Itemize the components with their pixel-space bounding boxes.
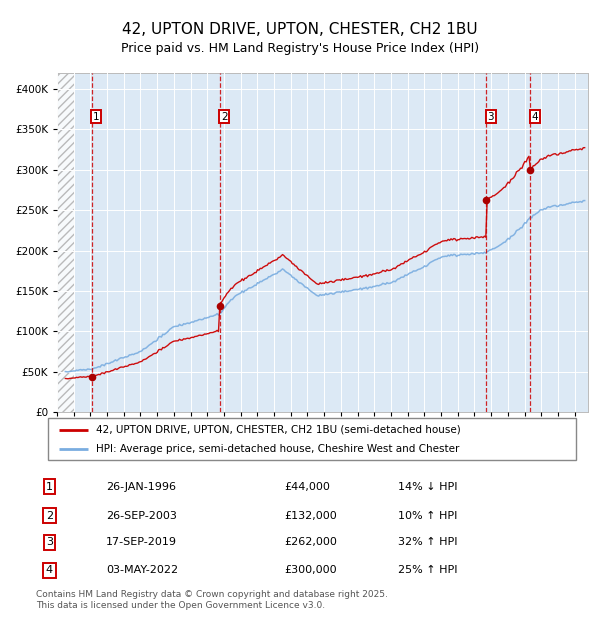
Text: 03-MAY-2022: 03-MAY-2022	[106, 565, 178, 575]
Text: 2: 2	[221, 112, 227, 122]
Text: 1: 1	[93, 112, 100, 122]
Text: 10% ↑ HPI: 10% ↑ HPI	[398, 511, 457, 521]
Text: £132,000: £132,000	[284, 511, 337, 521]
Text: £44,000: £44,000	[284, 482, 330, 492]
Bar	[57, 73, 74, 412]
Text: Price paid vs. HM Land Registry's House Price Index (HPI): Price paid vs. HM Land Registry's House …	[121, 42, 479, 55]
Text: 3: 3	[487, 112, 494, 122]
Text: £300,000: £300,000	[284, 565, 337, 575]
Text: 4: 4	[46, 565, 53, 575]
Text: 42, UPTON DRIVE, UPTON, CHESTER, CH2 1BU: 42, UPTON DRIVE, UPTON, CHESTER, CH2 1BU	[122, 22, 478, 37]
Text: 26-JAN-1996: 26-JAN-1996	[106, 482, 176, 492]
Text: £262,000: £262,000	[284, 538, 337, 547]
Text: 42, UPTON DRIVE, UPTON, CHESTER, CH2 1BU (semi-detached house): 42, UPTON DRIVE, UPTON, CHESTER, CH2 1BU…	[95, 425, 460, 435]
Text: 26-SEP-2003: 26-SEP-2003	[106, 511, 177, 521]
Text: 4: 4	[532, 112, 538, 122]
Text: 14% ↓ HPI: 14% ↓ HPI	[398, 482, 457, 492]
Text: 1: 1	[46, 482, 53, 492]
Text: 32% ↑ HPI: 32% ↑ HPI	[398, 538, 457, 547]
Text: 25% ↑ HPI: 25% ↑ HPI	[398, 565, 457, 575]
Text: 17-SEP-2019: 17-SEP-2019	[106, 538, 177, 547]
Text: HPI: Average price, semi-detached house, Cheshire West and Chester: HPI: Average price, semi-detached house,…	[95, 444, 459, 454]
Text: Contains HM Land Registry data © Crown copyright and database right 2025.
This d: Contains HM Land Registry data © Crown c…	[36, 590, 388, 609]
Text: 2: 2	[46, 511, 53, 521]
Text: 3: 3	[46, 538, 53, 547]
